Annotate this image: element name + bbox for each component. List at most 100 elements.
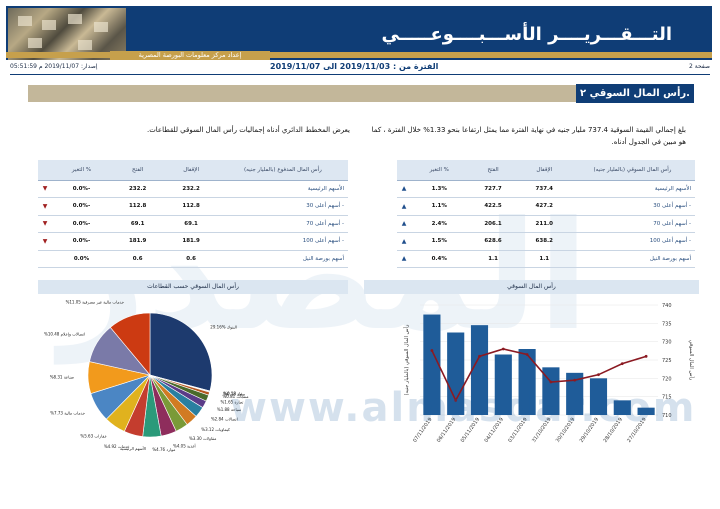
cell-open: 181.9 [110, 232, 165, 251]
line-point [549, 380, 553, 384]
market-cap-paragraph: بلغ إجمالي القيمة السوقية 737.4 مليار جن… [371, 126, 686, 146]
pie-label: %8.31 صناعة [50, 374, 75, 379]
x-tick-label: 04/11/2019 [483, 417, 504, 444]
x-tick-label: 07/11/2019 [412, 417, 433, 444]
cell-change: 1.3% [411, 180, 468, 198]
report-subtitle: إعداد مركز معلومات البورصة المصرية [110, 51, 270, 60]
col-header-close: الإقفال [518, 160, 570, 181]
x-tick-label: 05/11/2019 [460, 417, 481, 444]
paid-capital-table: رأس المال المدفوع (بالمليار جنيه) الإقفا… [38, 160, 348, 268]
cell-name: - أسهم أعلى 100 [569, 232, 695, 251]
bar [542, 367, 560, 415]
bar-chart-title: رأس المال السوقي [364, 280, 699, 294]
cell-close: 737.4 [518, 180, 570, 198]
x-tick-label: 30/10/2019 [555, 417, 576, 444]
pie-label: %1.65 تجارة [220, 399, 243, 404]
cell-change: 1.1% [411, 197, 468, 216]
table-row: - أسهم أعلى 30 112.8 112.8 -0.0% ▼ [38, 197, 348, 216]
pie-label: %7.73 خدمات مالية [50, 411, 85, 416]
line-point [454, 398, 458, 402]
cell-close: 638.2 [518, 232, 570, 251]
col-header-open: الفتح [467, 160, 519, 181]
bar [494, 354, 512, 415]
issue-date: إصدار: 2019/11/07 م 05:51:59 [10, 63, 98, 70]
cell-change: -0.0% [52, 197, 111, 216]
table-row: أسهم بورصة النيل 1.1 1.1 0.4% ▲ [397, 250, 695, 268]
cell-close: 427.2 [518, 197, 570, 216]
x-tick-label: 06/11/2019 [436, 417, 457, 444]
cell-name: - أسهم أعلى 30 [569, 197, 695, 216]
line-point [478, 354, 481, 358]
sector-pie-chart: البنوك %29.16 %0.13 غاز%0.18 صحة%0.81 منت… [44, 300, 249, 452]
arrow-up-icon: ▲ [397, 197, 411, 216]
line-point [620, 362, 624, 366]
no-change-icon [38, 250, 52, 268]
pie-label: %10.48 اتصالات وإعلام [44, 331, 85, 337]
pie-label: %4.92 خدمات [104, 444, 130, 449]
cell-change: -0.0% [52, 215, 111, 233]
cell-close: 232.2 [164, 180, 218, 198]
line-point [525, 353, 529, 356]
col-header-change: % التغير [411, 160, 468, 181]
info-bar: إصدار: 2019/11/07 م 05:51:59 الفترة من :… [10, 62, 710, 73]
y-tick-label: 735 [662, 321, 672, 327]
cell-name: أسهم بورصة النيل [217, 250, 348, 268]
pie-label: %1.88 سياحة [217, 407, 242, 412]
cell-close: 1.1 [518, 250, 570, 268]
x-tick-label: 31/10/2019 [531, 417, 552, 444]
cell-open: 206.1 [467, 215, 519, 233]
cell-change: -0.0% [52, 180, 111, 198]
arrow-down-icon: ▼ [38, 232, 52, 251]
table-row: - أسهم أعلى 70 211.0 206.1 2.4% ▲ [397, 215, 695, 233]
y-tick-label: 710 [662, 413, 672, 419]
line-point [430, 349, 434, 352]
pie-label: %4.05 أغذية [173, 443, 196, 448]
line-point [501, 347, 505, 351]
bar [613, 400, 631, 415]
market-cap-bar-line-chart: 710 715 720 725 730 735 740 07/11/2019 06/11/201… [403, 303, 695, 444]
line-point [644, 354, 648, 358]
bar [637, 407, 655, 415]
header-photo [8, 8, 126, 60]
market-cap-table: رأس المال السوقي (بالمليار جنيه) الإقفال… [397, 160, 695, 268]
section-title: رأس المال السوقي ٢. [576, 84, 694, 103]
table-row: الأسهم الرئيسية 232.2 232.2 -0.0% ▼ [38, 180, 348, 198]
paid-capital-paragraph: يعرض المخطط الدائري أدناه إجماليات رأس ا… [146, 126, 350, 134]
bar [589, 378, 608, 415]
arrow-down-icon: ▼ [38, 215, 52, 233]
table-row: الأسهم الرئيسية 737.4 727.7 1.3% ▲ [397, 180, 695, 198]
col-header-change: % التغير [52, 160, 111, 181]
cell-close: 0.6 [164, 250, 218, 268]
series-line [431, 348, 647, 403]
table-row: - أسهم أعلى 30 427.2 422.5 1.1% ▲ [397, 197, 695, 216]
cell-close: 69.1 [164, 215, 218, 233]
cell-open: 628.6 [467, 232, 519, 251]
bar [566, 372, 584, 415]
arrow-down-icon: ▼ [38, 197, 52, 216]
cell-open: 69.1 [110, 215, 165, 233]
report-period: الفترة من : 2019/11/03 الى 2019/11/07 [270, 62, 439, 71]
table-row: - أسهم أعلى 100 638.2 628.6 1.5% ▲ [397, 232, 695, 251]
cell-open: 112.8 [110, 197, 165, 216]
cell-change: 2.4% [411, 215, 468, 233]
section-bar [28, 85, 692, 102]
pie-label: %0.18 صحة [223, 392, 246, 397]
y-axis-label-left: رأس المال السوقي (بالمليار جنيه) [403, 324, 410, 395]
cell-close: 181.9 [164, 232, 218, 251]
col-header-name: رأس المال المدفوع (بالمليار جنيه) [217, 160, 348, 181]
y-tick-label: 720 [662, 376, 672, 382]
x-tick-label: 29/10/2019 [579, 417, 600, 444]
cell-change: -0.0% [52, 232, 111, 251]
y-axis-label-right: رأس المال السوقي [688, 340, 695, 381]
cell-name: أسهم بورصة النيل [569, 250, 695, 268]
cell-close: 211.0 [518, 215, 570, 233]
cell-name: - أسهم أعلى 30 [217, 197, 348, 216]
line-point [573, 378, 577, 382]
section-title-text: رأس المال السوقي [589, 88, 687, 99]
pie-legend-label: الأسهم الرئيسية [120, 446, 146, 451]
arrow-up-icon: ▲ [397, 250, 411, 268]
cell-close: 112.8 [164, 197, 218, 216]
y-tick-label: 725 [662, 358, 672, 364]
bar [518, 349, 536, 415]
pie-label: %0.81 منتجات [222, 394, 248, 399]
